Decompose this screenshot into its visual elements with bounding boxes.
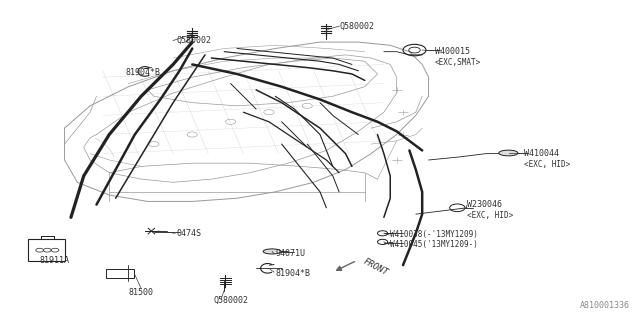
Text: Q580002: Q580002	[213, 296, 248, 305]
Text: W410045('13MY1209-): W410045('13MY1209-)	[390, 240, 478, 249]
Text: 81911A: 81911A	[39, 256, 69, 265]
Text: Q580002: Q580002	[176, 36, 211, 45]
Text: W230046: W230046	[467, 200, 502, 209]
Text: Q580002: Q580002	[339, 22, 374, 31]
Text: FRONT: FRONT	[362, 256, 390, 277]
Text: <EXC, HID>: <EXC, HID>	[467, 211, 513, 220]
Ellipse shape	[499, 150, 518, 156]
Text: <EXC, HID>: <EXC, HID>	[524, 160, 571, 169]
Text: <EXC,SMAT>: <EXC,SMAT>	[435, 58, 481, 67]
Text: A810001336: A810001336	[580, 301, 630, 310]
Text: 81904*B: 81904*B	[125, 68, 160, 77]
Text: W400015: W400015	[435, 47, 470, 56]
Text: W410044: W410044	[524, 149, 559, 158]
Text: 81904*B: 81904*B	[275, 268, 310, 278]
Text: 81500: 81500	[129, 288, 154, 297]
Text: 94071U: 94071U	[275, 250, 305, 259]
Text: 0474S: 0474S	[176, 229, 202, 238]
Ellipse shape	[263, 249, 281, 254]
Text: W410038(-'13MY1209): W410038(-'13MY1209)	[390, 230, 478, 239]
